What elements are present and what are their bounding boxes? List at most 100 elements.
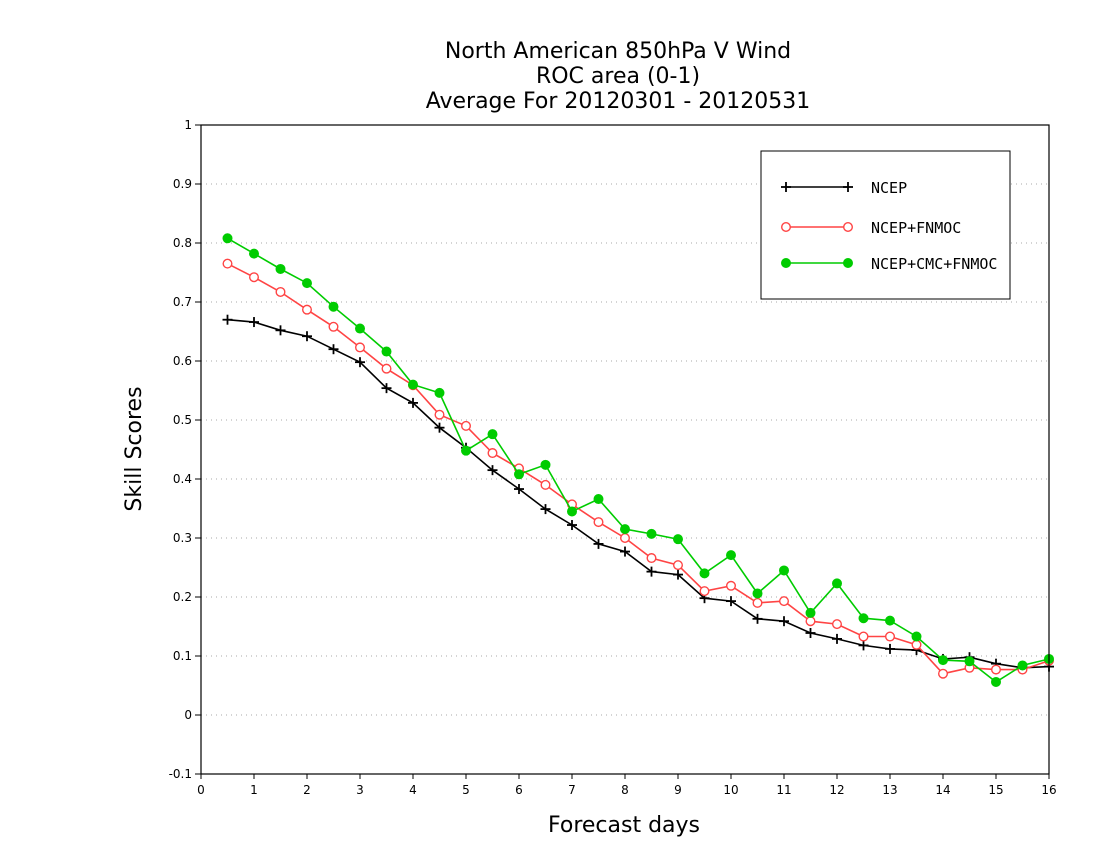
legend-marker xyxy=(843,258,853,268)
data-point xyxy=(355,342,366,353)
x-tick-label: 0 xyxy=(197,783,205,797)
data-point xyxy=(673,560,684,571)
legend-marker xyxy=(843,182,853,192)
chart-title: North American 850hPa V Wind ROC area (0… xyxy=(426,39,811,114)
series-ncep-fnmoc xyxy=(222,258,1054,679)
legend-label: NCEP+FNMOC xyxy=(871,219,961,237)
data-point xyxy=(302,304,313,315)
data-point xyxy=(699,586,710,597)
data-point xyxy=(540,504,551,515)
data-point xyxy=(567,520,577,531)
x-tick-label: 4 xyxy=(409,783,417,797)
data-point xyxy=(964,656,975,667)
data-point xyxy=(911,631,922,642)
x-tick-label: 10 xyxy=(723,783,738,797)
data-point xyxy=(381,383,392,394)
data-point xyxy=(779,616,789,627)
data-point xyxy=(381,346,392,357)
y-tick-label: 0.6 xyxy=(173,354,192,368)
chart-title-line-2: ROC area (0-1) xyxy=(536,64,700,89)
x-axis-label: Forecast days xyxy=(548,813,700,838)
x-tick-label: 5 xyxy=(462,783,470,797)
data-point xyxy=(275,263,286,274)
legend-label: NCEP xyxy=(871,179,907,197)
data-point xyxy=(540,459,551,470)
data-point xyxy=(328,321,339,332)
data-point xyxy=(593,494,604,505)
y-tick-label: -0.1 xyxy=(169,767,192,781)
x-tick-label: 6 xyxy=(515,783,523,797)
data-point xyxy=(620,524,630,535)
data-point xyxy=(673,534,683,545)
legend-box xyxy=(760,150,1011,300)
y-axis-ticks: -0.1 0 0.1 0.2 0.3 0.4 0.5 0.6 0.7 0.8 0.9 1 xyxy=(169,118,201,781)
data-point xyxy=(885,631,896,642)
data-point xyxy=(567,506,577,517)
data-point xyxy=(514,484,524,495)
data-point xyxy=(302,278,312,289)
data-point xyxy=(381,363,392,374)
data-point xyxy=(514,469,524,480)
data-point xyxy=(302,331,312,342)
data-point xyxy=(779,565,789,576)
x-tick-label: 14 xyxy=(935,783,950,797)
data-point xyxy=(222,258,233,269)
data-point xyxy=(805,627,816,638)
y-tick-label: 0.9 xyxy=(173,177,192,191)
series-ncep xyxy=(222,314,1054,673)
data-point xyxy=(328,301,339,312)
data-point xyxy=(805,616,816,627)
x-tick-label: 16 xyxy=(1041,783,1056,797)
data-point xyxy=(222,233,233,244)
y-axis-label: Skill Scores xyxy=(122,386,147,511)
data-point xyxy=(222,314,233,325)
data-point xyxy=(858,613,869,624)
data-point xyxy=(991,676,1001,687)
data-point xyxy=(832,633,842,644)
legend-marker xyxy=(781,258,791,268)
data-point xyxy=(355,323,365,334)
chart-title-line-1: North American 850hPa V Wind xyxy=(445,39,791,64)
data-point xyxy=(461,420,472,431)
x-axis-ticks: 0 1 2 3 4 5 6 7 8 9 10 11 12 13 14 15 16 xyxy=(197,774,1057,797)
data-point xyxy=(408,397,418,408)
x-tick-label: 3 xyxy=(356,783,364,797)
series-line xyxy=(227,237,1050,683)
data-point xyxy=(805,607,816,618)
data-point xyxy=(832,619,843,630)
data-point xyxy=(434,409,445,420)
x-tick-label: 9 xyxy=(674,783,682,797)
data-point xyxy=(620,533,631,544)
x-tick-label: 7 xyxy=(568,783,576,797)
data-point xyxy=(487,448,498,459)
legend-label: NCEP+CMC+FNMOC xyxy=(871,255,997,273)
data-point xyxy=(275,325,286,336)
data-point xyxy=(540,479,551,490)
series-ncep-cmc-fnmoc xyxy=(222,233,1054,687)
data-point xyxy=(355,357,365,368)
legend-item: NCEP+FNMOC xyxy=(781,219,961,237)
data-point xyxy=(858,631,869,642)
y-tick-label: 0.2 xyxy=(173,590,192,604)
data-point xyxy=(1017,660,1028,671)
x-tick-label: 12 xyxy=(829,783,844,797)
data-point xyxy=(249,248,259,259)
data-point xyxy=(487,429,498,440)
data-point xyxy=(275,286,286,297)
data-point xyxy=(885,615,895,626)
data-point xyxy=(646,528,657,539)
x-tick-label: 13 xyxy=(882,783,897,797)
data-point xyxy=(646,566,657,577)
legend-item: NCEP+CMC+FNMOC xyxy=(781,255,997,273)
data-point xyxy=(726,596,736,607)
data-point xyxy=(779,596,790,607)
data-point xyxy=(673,569,683,580)
series-line xyxy=(227,318,1050,669)
x-tick-label: 1 xyxy=(250,783,258,797)
data-point xyxy=(593,538,604,549)
legend: NCEP NCEP+FNMOC NCEP+CMC+FNMOC xyxy=(760,150,1011,300)
y-tick-label: 0.3 xyxy=(173,531,192,545)
data-point xyxy=(620,546,630,557)
data-point xyxy=(593,517,604,528)
